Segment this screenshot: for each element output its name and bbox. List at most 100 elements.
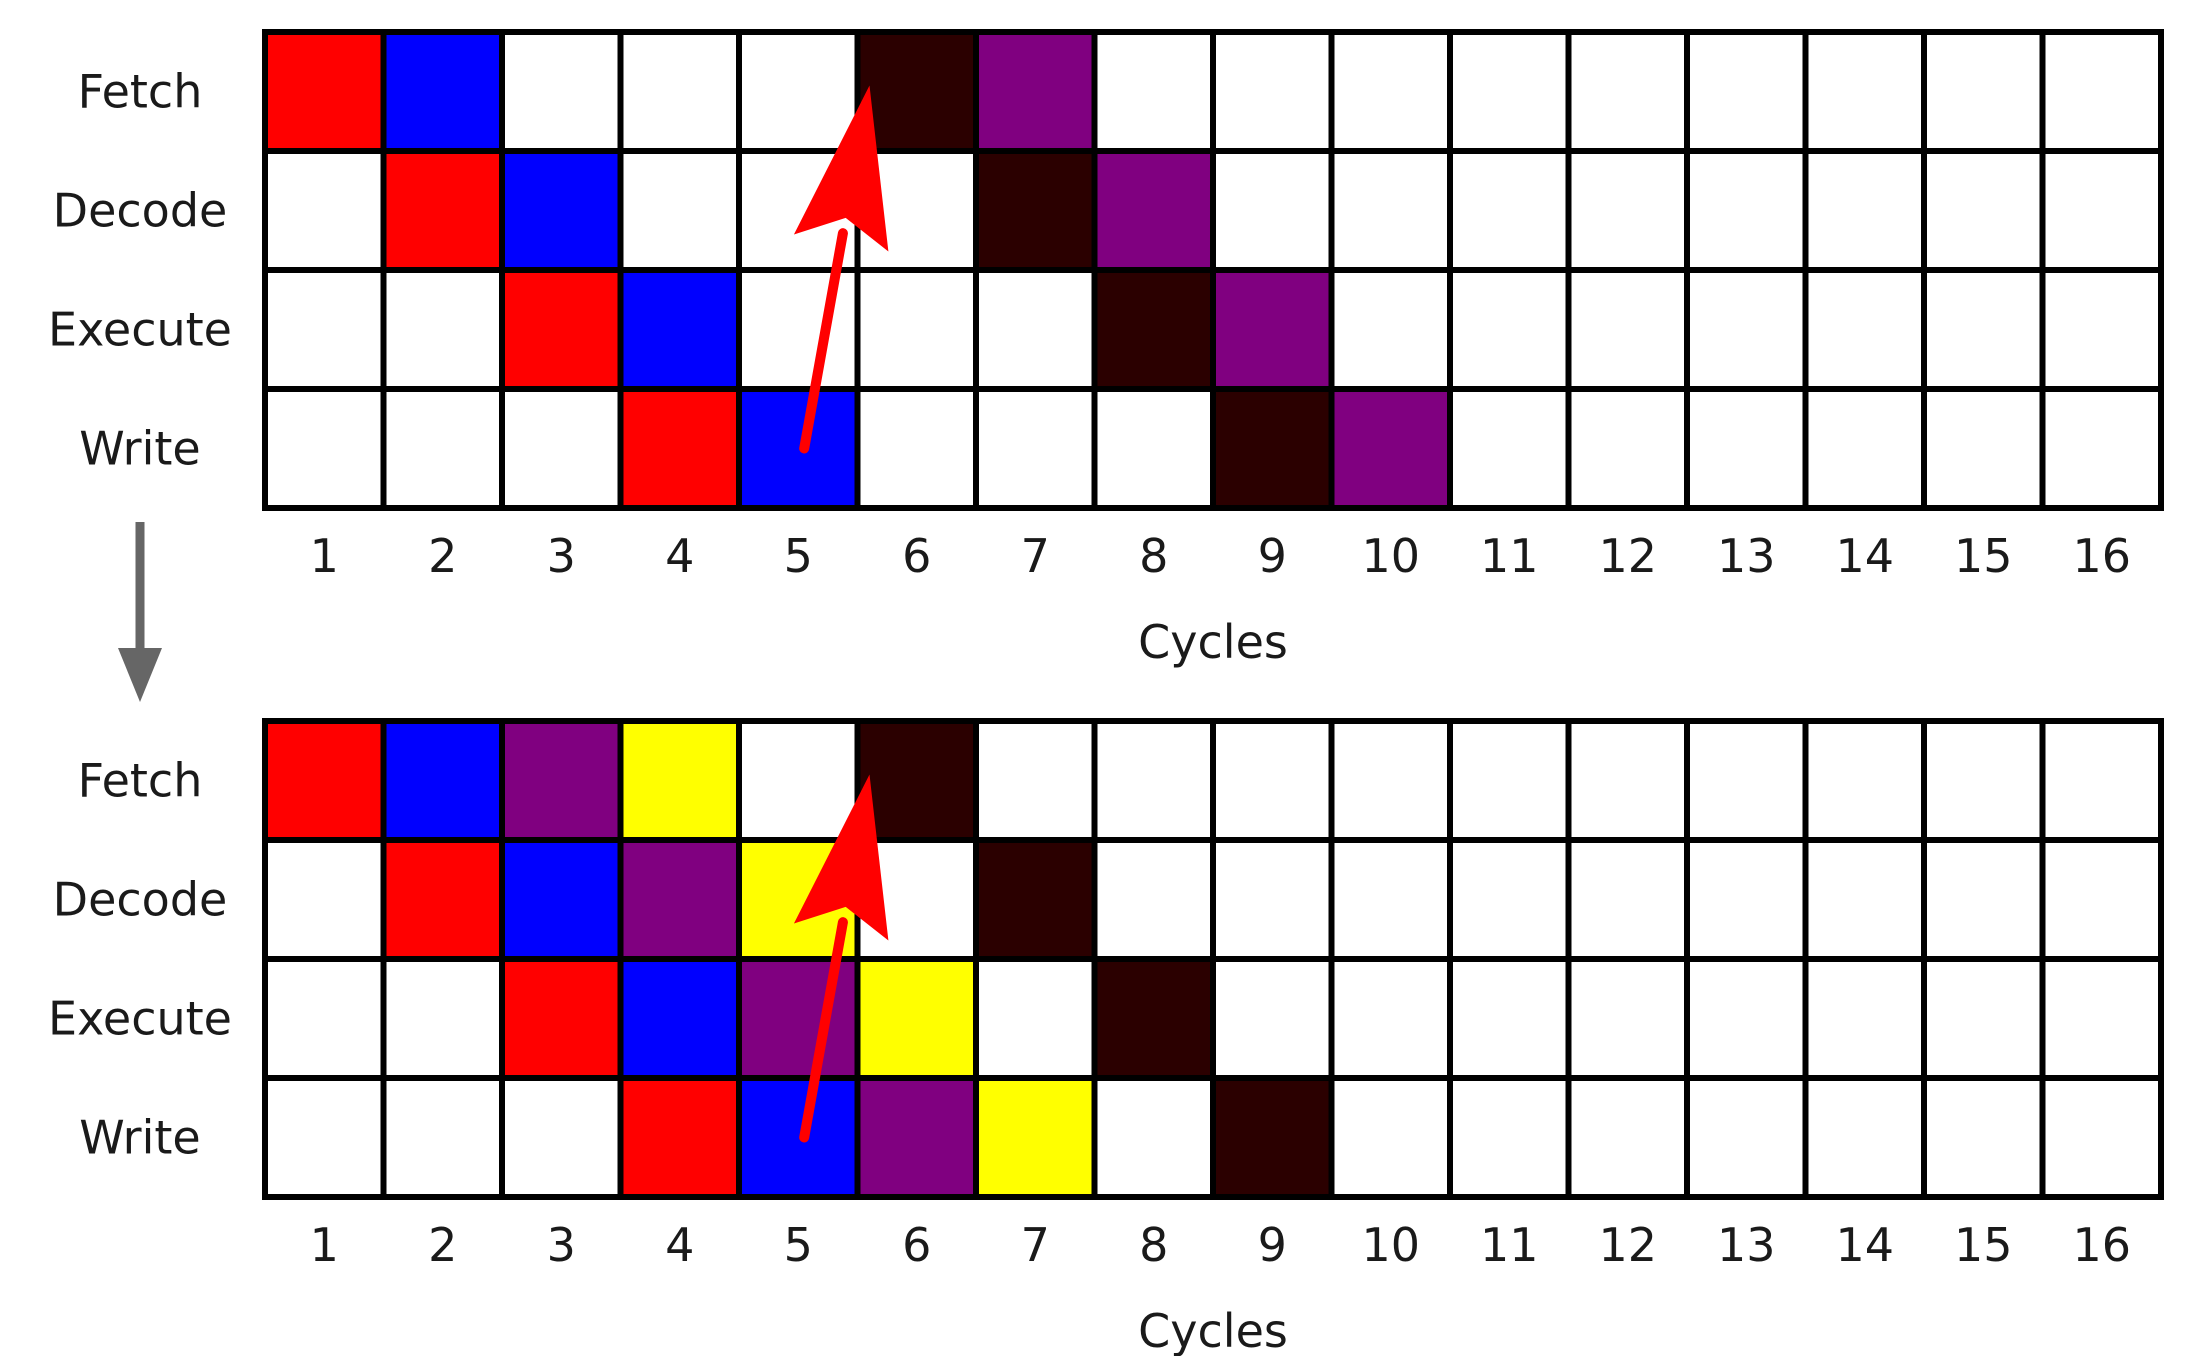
- pipeline-cell: [623, 962, 736, 1075]
- pipeline-cell: [386, 35, 499, 148]
- stage-label-fetch: Fetch: [78, 65, 203, 119]
- pipeline-cell: [1571, 273, 1684, 386]
- x-axis-label: Cycles: [1138, 615, 1288, 669]
- pipeline-cell: [386, 1081, 499, 1194]
- cycle-tick-label: 15: [1954, 1218, 2013, 1272]
- pipeline-cell: [1097, 273, 1210, 386]
- pipeline-cell: [268, 724, 381, 837]
- pipeline-cell: [1927, 843, 2040, 956]
- pipeline-cell: [623, 843, 736, 956]
- pipeline-cell: [1808, 35, 1921, 148]
- cycle-tick-label: 2: [428, 1218, 457, 1272]
- pipeline-cell: [1097, 962, 1210, 1075]
- pipeline-cell: [860, 35, 973, 148]
- pipeline-cell: [1334, 1081, 1447, 1194]
- cycle-tick-label: 4: [665, 1218, 694, 1272]
- pipeline-cell: [1097, 154, 1210, 267]
- pipeline-cell: [505, 392, 618, 505]
- pipeline-cell: [1571, 724, 1684, 837]
- pipeline-cell: [1334, 724, 1447, 837]
- cycle-tick-label: 1: [310, 529, 339, 583]
- pipeline-cell: [1808, 154, 1921, 267]
- pipeline-cell: [742, 35, 855, 148]
- pipeline-cell: [1808, 962, 1921, 1075]
- pipeline-cell: [1216, 843, 1329, 956]
- pipeline-cell: [1453, 35, 1566, 148]
- pipeline-cell: [860, 724, 973, 837]
- pipeline-cell: [2045, 273, 2158, 386]
- pipeline-cell: [505, 35, 618, 148]
- pipeline-cell: [2045, 1081, 2158, 1194]
- pipeline-cell: [268, 154, 381, 267]
- pipeline-cell: [505, 724, 618, 837]
- x-axis-label: Cycles: [1138, 1304, 1288, 1356]
- cycle-tick-label: 12: [1598, 1218, 1657, 1272]
- pipeline-cell: [1571, 35, 1684, 148]
- pipeline-cell: [623, 35, 736, 148]
- pipeline-cell: [1808, 273, 1921, 386]
- cycle-tick-label: 5: [784, 1218, 813, 1272]
- pipeline-cell: [623, 392, 736, 505]
- pipeline-cell: [1216, 35, 1329, 148]
- pipeline-cell: [1690, 35, 1803, 148]
- forwarding-arrow: [793, 85, 889, 454]
- cycle-tick-label: 11: [1480, 529, 1539, 583]
- pipeline-cell: [979, 273, 1092, 386]
- pipeline-cell: [1453, 154, 1566, 267]
- pipeline-cell: [2045, 724, 2158, 837]
- cycle-tick-label: 8: [1139, 529, 1168, 583]
- cycle-tick-label: 3: [547, 529, 576, 583]
- cycle-tick-label: 9: [1258, 529, 1287, 583]
- pipeline-cell: [742, 724, 855, 837]
- pipeline-cell: [979, 154, 1092, 267]
- cycle-tick-label: 11: [1480, 1218, 1539, 1272]
- pipeline-cell: [1334, 35, 1447, 148]
- pipeline-cell: [268, 1081, 381, 1194]
- pipeline-cell: [1808, 1081, 1921, 1194]
- pipeline-cell: [386, 154, 499, 267]
- pipeline-cell: [979, 724, 1092, 837]
- pipeline-cell: [1097, 724, 1210, 837]
- pipeline-cell: [1690, 154, 1803, 267]
- stage-label-write: Write: [79, 422, 200, 476]
- pipeline-cell: [623, 1081, 736, 1194]
- pipeline-cell: [1927, 154, 2040, 267]
- pipeline-cell: [979, 1081, 1092, 1194]
- pipeline-cell: [1334, 154, 1447, 267]
- cycle-tick-label: 14: [1835, 529, 1894, 583]
- pipeline-cell: [860, 273, 973, 386]
- pipeline-cell: [1808, 392, 1921, 505]
- pipeline-cell: [1216, 273, 1329, 386]
- cycle-tick-label: 15: [1954, 529, 2013, 583]
- pipeline-cell: [268, 392, 381, 505]
- pipeline-cell: [1453, 962, 1566, 1075]
- pipeline-cell: [742, 1081, 855, 1194]
- pipeline-cell: [979, 962, 1092, 1075]
- pipeline-cell: [860, 962, 973, 1075]
- pipeline-cell: [1216, 392, 1329, 505]
- pipeline-cell: [1097, 843, 1210, 956]
- cycle-tick-label: 1: [310, 1218, 339, 1272]
- cycle-tick-label: 16: [2072, 529, 2131, 583]
- pipeline-cell: [1216, 724, 1329, 837]
- cycle-tick-label: 4: [665, 529, 694, 583]
- pipeline-cell: [1453, 843, 1566, 956]
- pipeline-cell: [623, 273, 736, 386]
- pipeline-cell: [1334, 392, 1447, 505]
- pipeline-cell: [268, 35, 381, 148]
- cycle-tick-label: 10: [1361, 529, 1420, 583]
- pipeline-cell: [1927, 273, 2040, 386]
- pipeline-cell: [860, 1081, 973, 1194]
- cycle-tick-label: 7: [1021, 529, 1050, 583]
- pipeline-cell: [979, 392, 1092, 505]
- pipeline-cell: [386, 273, 499, 386]
- cycle-tick-label: 3: [547, 1218, 576, 1272]
- pipeline-cell: [623, 724, 736, 837]
- pipeline-cell: [1097, 392, 1210, 505]
- pipeline-cell: [1571, 1081, 1684, 1194]
- pipeline-cell: [2045, 962, 2158, 1075]
- pipeline-cell: [268, 273, 381, 386]
